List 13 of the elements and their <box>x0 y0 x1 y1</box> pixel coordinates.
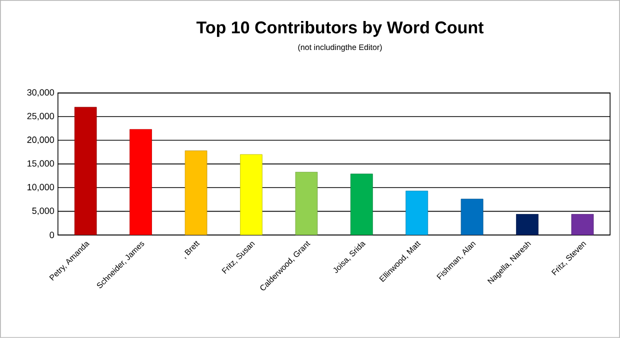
y-tick-label: 15,000 <box>28 160 54 168</box>
y-tick-label: 20,000 <box>27 136 54 144</box>
y-tick-label: 25,000 <box>27 112 54 120</box>
y-tick-label: 0 <box>50 232 54 238</box>
y-tick-label: 10,000 <box>28 184 54 192</box>
bar <box>295 172 318 236</box>
bar <box>240 154 262 236</box>
bar <box>74 106 97 236</box>
chart-subtitle: (not includingthe Editor) <box>298 44 382 52</box>
y-tick-label: 30,000 <box>27 89 54 97</box>
y-tick-label: 5,000 <box>32 208 54 216</box>
chart-title: Top 10 Contributors by Word Count <box>196 21 484 37</box>
bar <box>130 129 152 236</box>
